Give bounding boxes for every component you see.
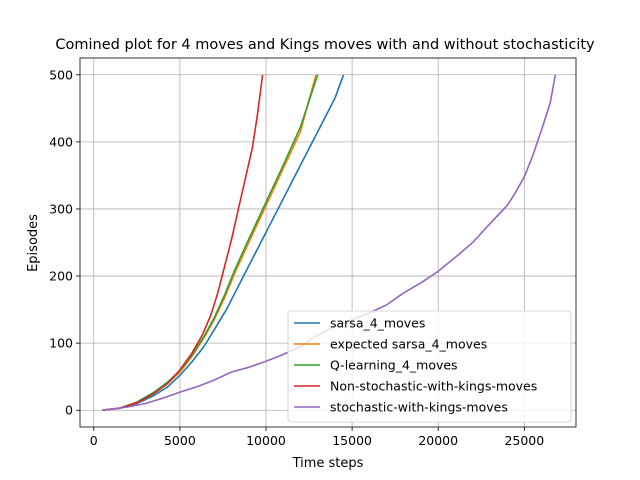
x-tick-label: 20000 — [418, 433, 458, 448]
series-line-3 — [102, 74, 264, 411]
x-tick-label: 5000 — [164, 433, 196, 448]
x-tick-label: 25000 — [504, 433, 544, 448]
x-tick-label: 10000 — [246, 433, 286, 448]
series-line-1 — [102, 74, 317, 411]
chart-title: Comined plot for 4 moves and Kings moves… — [55, 37, 595, 53]
legend: sarsa_4_moves expected sarsa_4_moves Q-lea… — [287, 310, 572, 423]
plot-frame — [79, 57, 577, 428]
series-line-0 — [102, 74, 345, 411]
legend-label: Non-stochastic-with-kings-moves — [330, 379, 537, 394]
legend-label: stochastic-with-kings-moves — [330, 400, 508, 415]
axis-ticks: 0 5000 10000 15000 20000 25000 0 100 200 300 400 50… — [49, 67, 544, 448]
legend-label: sarsa_4_moves — [330, 316, 425, 331]
y-tick-label: 200 — [49, 269, 73, 284]
x-axis-label: Time steps — [292, 456, 364, 471]
series-line-2 — [102, 74, 319, 411]
y-tick-label: 100 — [49, 336, 73, 351]
y-tick-label: 500 — [49, 67, 73, 82]
legend-label: Q-learning_4_moves — [330, 358, 458, 373]
legend-label: expected sarsa_4_moves — [330, 337, 487, 352]
legend-box — [287, 310, 572, 423]
y-tick-label: 0 — [65, 403, 73, 418]
x-tick-label: 0 — [90, 433, 98, 448]
grid-lines — [80, 58, 576, 427]
y-tick-label: 400 — [49, 134, 73, 149]
y-axis-label: Episodes — [26, 214, 41, 272]
x-tick-label: 15000 — [332, 433, 372, 448]
y-tick-label: 300 — [49, 201, 73, 216]
